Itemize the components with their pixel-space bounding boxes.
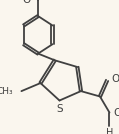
Text: S: S: [56, 104, 63, 113]
Text: O: O: [114, 108, 119, 118]
Text: O: O: [111, 74, 119, 84]
Text: H: H: [106, 128, 113, 134]
Text: O: O: [23, 0, 31, 5]
Text: CH₃: CH₃: [0, 87, 13, 96]
